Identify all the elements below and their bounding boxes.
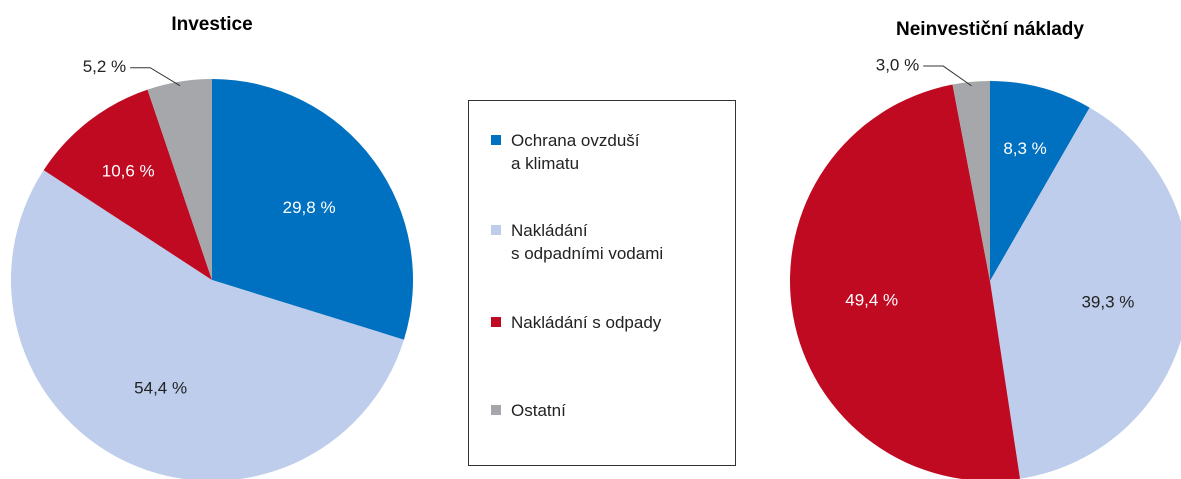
legend-swatch <box>491 405 501 415</box>
legend-item: Ostatní <box>491 399 566 422</box>
legend-swatch <box>491 317 501 327</box>
pie-slice <box>952 81 990 281</box>
pie-slice <box>990 81 1090 281</box>
data-label: 39,3 % <box>1081 293 1134 312</box>
legend-item: Nakládání s odpady <box>491 311 661 334</box>
data-label: 10,6 % <box>102 161 155 180</box>
data-label: 49,4 % <box>845 291 898 310</box>
legend-label: Ochrana ovzduší a klimatu <box>511 131 640 173</box>
data-label: 3,0 % <box>876 56 919 75</box>
data-label: 29,8 % <box>283 198 336 217</box>
legend: Ochrana ovzduší a klimatu Nakládání s odp… <box>468 100 736 466</box>
legend-swatch <box>491 225 501 235</box>
legend-item: Ochrana ovzduší a klimatu <box>491 129 640 175</box>
data-label: 54,4 % <box>134 379 187 398</box>
legend-swatch <box>491 135 501 145</box>
chart-title: Investice <box>171 14 252 35</box>
leader-line <box>130 67 181 87</box>
pie-slice <box>11 170 404 479</box>
legend-item: Nakládání s odpadními vodami <box>491 219 663 265</box>
leader-line <box>923 65 972 87</box>
pie-slice <box>990 107 1181 479</box>
legend-label: Nakládání s odpadními vodami <box>511 221 664 263</box>
pie-slice <box>147 79 212 280</box>
data-label: 5,2 % <box>83 57 126 76</box>
chart-title: Neinvestiční náklady <box>896 19 1084 40</box>
pie-slice <box>43 89 213 280</box>
legend-label: Ostatní <box>511 401 566 420</box>
pie-slice <box>212 79 413 340</box>
legend-label: Nakládání s odpady <box>511 313 662 332</box>
data-label: 8,3 % <box>1003 139 1046 158</box>
pie-slice <box>790 84 1021 479</box>
